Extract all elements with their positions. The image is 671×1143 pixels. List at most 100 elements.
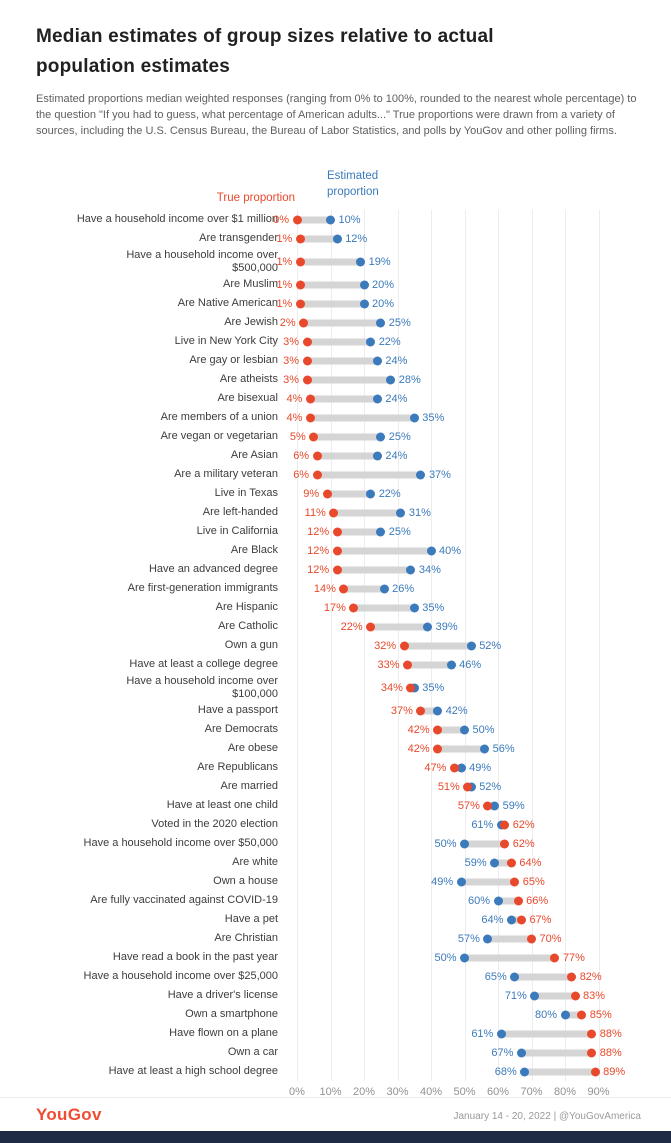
row-plot: 42% 50% — [288, 720, 671, 739]
estimated-dot — [480, 744, 490, 753]
axis-tick-label: 80% — [553, 1086, 577, 1098]
connector-bar — [517, 1049, 596, 1056]
gridline — [565, 210, 566, 1081]
true-dot — [463, 782, 473, 791]
connector-bar — [313, 471, 425, 478]
row-plot: 4% 35% — [286, 408, 671, 427]
row-label: Are Hispanic — [215, 601, 278, 614]
row-plot: 60% 66% — [288, 891, 671, 910]
row-label: Are left-handed — [202, 506, 278, 519]
chart-row: Are Native American 1% 20% — [0, 294, 671, 313]
chart-rows: Have a household income over $1 million 0… — [0, 210, 671, 1081]
chart-row: Have a household income over $100,000 34%… — [0, 674, 671, 701]
chart-row: Are bisexual 4% 24% — [0, 389, 671, 408]
row-label: Are vegan or vegetarian — [160, 430, 278, 443]
row-plot: 33% 46% — [288, 655, 671, 674]
row-plot: 3% 28% — [283, 370, 671, 389]
estimated-value-label: 35% — [422, 601, 445, 614]
connector-bar — [303, 338, 375, 345]
true-dot — [513, 896, 523, 905]
chart-row: Have a pet 64% 67% — [0, 910, 671, 929]
row-label: Own a car — [227, 1046, 278, 1059]
row-label: Are Jewish — [224, 316, 278, 329]
estimated-value-label: 42% — [445, 704, 468, 717]
true-value-label: 1% — [276, 278, 293, 291]
estimated-dot — [372, 356, 382, 365]
estimated-value-label: 61% — [471, 1027, 494, 1040]
row-plot: 61% 62% — [288, 815, 671, 834]
row-plot: 1% 20% — [276, 275, 671, 294]
row-label: Have a household income over $25,000 — [83, 970, 278, 983]
true-value-label: 47% — [424, 761, 447, 774]
chart-row: Are a military veteran 6% 37% — [0, 465, 671, 484]
axis-tick-label: 0% — [289, 1086, 305, 1098]
chart-row: Have flown on a plane 61% 88% — [0, 1024, 671, 1043]
row-plot: 22% 39% — [288, 617, 671, 636]
chart-row: Live in California 12% 25% — [0, 522, 671, 541]
true-value-label: 11% — [304, 506, 326, 519]
chart-axis: 0% 10% 20% 30% 40% 50% 60% 70% 80% 90% — [288, 1086, 671, 1104]
estimated-value-label: 46% — [459, 658, 482, 671]
row-label: Are Black — [230, 544, 278, 557]
connector-bar — [417, 707, 442, 714]
estimated-value-label: 52% — [479, 639, 502, 652]
estimated-value-label: 25% — [388, 525, 411, 538]
row-plot: 57% 59% — [288, 796, 671, 815]
axis-tick-label: 20% — [352, 1086, 376, 1098]
row-label: Have a passport — [197, 704, 278, 717]
gridline — [364, 210, 365, 1081]
true-dot — [567, 972, 577, 981]
row-label: Have a household income over $100,000 — [126, 674, 278, 700]
row-label: Are obese — [227, 742, 278, 755]
estimated-dot — [483, 934, 493, 943]
estimated-value-label: 25% — [388, 316, 411, 329]
connector-bar — [350, 604, 418, 611]
row-label: Have at least a high school degree — [108, 1065, 278, 1078]
page-title: Median estimates of group sizes relative… — [36, 26, 494, 78]
estimated-value-label: 64% — [481, 913, 504, 926]
axis-tick-label: 90% — [587, 1086, 610, 1098]
row-plot: 2% 25% — [280, 313, 671, 332]
row-plot: 50% 62% — [288, 834, 671, 853]
true-value-label: 6% — [293, 468, 310, 481]
row-label: Are first-generation immigrants — [127, 582, 278, 595]
row-label: Live in California — [196, 525, 278, 538]
estimated-dot — [490, 858, 500, 867]
true-dot — [399, 641, 409, 650]
estimated-value-label: 31% — [408, 506, 431, 519]
true-dot — [312, 470, 322, 479]
connector-bar — [303, 357, 381, 364]
chart-row: Are Republicans 47% 49% — [0, 758, 671, 777]
true-dot — [305, 394, 315, 403]
estimated-value-label: 59% — [464, 856, 487, 869]
row-plot: 12% 34% — [288, 560, 671, 579]
true-value-label: 77% — [562, 951, 585, 964]
true-value-label: 88% — [599, 1027, 622, 1040]
row-label: Own a gun — [224, 639, 278, 652]
connector-bar — [333, 528, 385, 535]
true-dot — [516, 915, 526, 924]
row-plot: 3% 24% — [283, 351, 671, 370]
estimated-dot — [496, 1029, 506, 1038]
estimated-value-label: 65% — [484, 970, 507, 983]
true-value-label: 62% — [512, 818, 535, 831]
true-value-label: 1% — [276, 255, 293, 268]
chart-row: Are transgender 1% 12% — [0, 229, 671, 248]
chart-row: Are Black 12% 40% — [0, 541, 671, 560]
row-plot: 1% 12% — [276, 229, 671, 248]
connector-bar — [494, 897, 522, 904]
true-value-label: 14% — [313, 582, 336, 595]
true-dot — [483, 801, 493, 810]
row-label: Live in New York City — [174, 335, 278, 348]
chart-row: Are Democrats 42% 50% — [0, 720, 671, 739]
estimated-value-label: 35% — [422, 411, 445, 424]
estimated-value-label: 19% — [368, 255, 391, 268]
chart-row: Have a household income over $25,000 65% 8… — [0, 967, 671, 986]
connector-bar — [434, 745, 489, 752]
chart-subtitle: Estimated proportions median weighted re… — [36, 93, 637, 137]
axis-tick-label: 70% — [520, 1086, 543, 1098]
true-dot — [332, 565, 342, 574]
true-dot — [302, 375, 312, 384]
true-value-label: 3% — [283, 373, 300, 386]
estimated-value-label: 22% — [378, 487, 401, 500]
